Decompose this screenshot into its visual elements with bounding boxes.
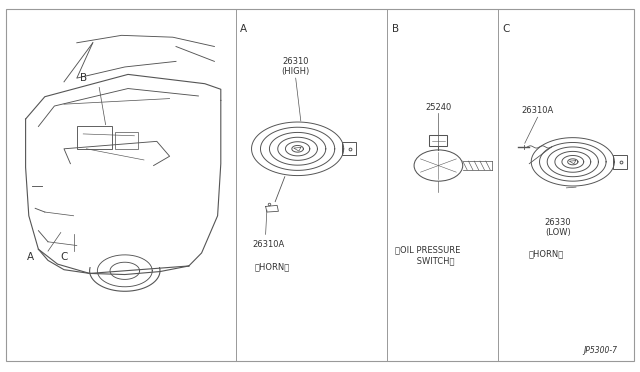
Text: JP5300-7: JP5300-7 — [584, 346, 618, 355]
Bar — [115, 132, 138, 149]
Text: A: A — [27, 252, 35, 262]
Text: B: B — [79, 73, 87, 83]
Text: 26310A: 26310A — [253, 240, 285, 249]
Text: B: B — [392, 24, 399, 34]
Text: A: A — [240, 24, 247, 34]
Text: 26330
(LOW): 26330 (LOW) — [545, 218, 572, 237]
Text: 25240: 25240 — [425, 103, 452, 112]
Text: 〈HORN〉: 〈HORN〉 — [528, 249, 564, 258]
Bar — [429, 135, 447, 146]
Text: 〈OIL PRESSURE
      SWITCH〉: 〈OIL PRESSURE SWITCH〉 — [395, 246, 460, 265]
Text: C: C — [60, 252, 68, 262]
Text: C: C — [502, 24, 510, 34]
Text: 26310
(HIGH): 26310 (HIGH) — [282, 57, 310, 76]
Bar — [77, 126, 112, 149]
Text: 〈HORN〉: 〈HORN〉 — [254, 262, 290, 271]
Text: 26310A: 26310A — [522, 106, 554, 115]
